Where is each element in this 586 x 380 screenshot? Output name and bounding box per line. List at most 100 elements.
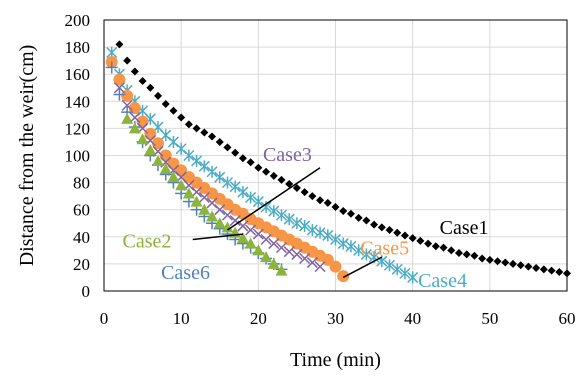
callout-lines: [192, 167, 383, 279]
y-tick-label: 100: [65, 147, 91, 166]
data-point: [269, 171, 278, 180]
data-point: [244, 237, 257, 249]
data-point: [354, 213, 363, 222]
y-tick-label: 180: [65, 38, 91, 57]
data-point: [177, 113, 186, 122]
data-point: [431, 242, 440, 251]
data-point: [105, 61, 118, 74]
data-point: [516, 261, 525, 270]
data-point: [470, 251, 479, 260]
grid: [103, 19, 568, 292]
data-point: [306, 257, 318, 269]
label-case5: Case5: [360, 237, 409, 259]
data-point: [152, 137, 165, 150]
data-point: [246, 158, 255, 167]
data-point: [191, 154, 203, 167]
data-point: [245, 224, 257, 236]
data-point: [123, 56, 132, 65]
y-tick-label: 40: [73, 228, 90, 247]
data-point: [167, 135, 179, 148]
data-point: [231, 148, 240, 157]
data-point: [291, 248, 303, 260]
data-point: [198, 191, 210, 204]
y-tick-label: 60: [73, 201, 90, 220]
data-point: [200, 128, 209, 137]
data-point: [314, 261, 326, 273]
x-tick-label: 0: [100, 309, 109, 328]
data-point: [169, 106, 178, 115]
data-point: [275, 264, 288, 276]
data-point: [300, 188, 309, 197]
data-point: [277, 175, 286, 184]
data-point: [283, 246, 295, 258]
data-point: [113, 82, 125, 94]
data-point: [136, 133, 149, 145]
callout-line: [227, 167, 321, 231]
data-point: [245, 191, 257, 204]
x-tick-label: 40: [404, 309, 421, 328]
tick-labels: 0 10 20 30 40 50 60 0 20 40 60 80 100 120 140 160 180 200: [65, 11, 576, 328]
data-point: [268, 238, 280, 250]
series-layer: [105, 40, 571, 284]
data-point: [391, 263, 403, 276]
data-point: [314, 226, 326, 239]
data-point: [192, 124, 201, 133]
data-point: [275, 209, 288, 222]
data-point: [223, 143, 232, 152]
data-point: [175, 142, 187, 155]
data-point: [337, 237, 349, 250]
data-point: [339, 207, 348, 216]
data-point: [252, 195, 264, 208]
y-tick-label: 140: [65, 92, 91, 111]
data-point: [183, 149, 195, 162]
data-point: [268, 205, 280, 218]
y-axis-title: Distance from the weir(cm): [16, 45, 38, 267]
data-point: [254, 163, 263, 172]
x-tick-label: 30: [327, 309, 344, 328]
data-point: [439, 243, 448, 252]
data-point: [238, 154, 247, 163]
data-point: [383, 259, 396, 272]
data-point: [198, 203, 211, 215]
data-point: [237, 186, 249, 199]
y-tick-label: 0: [82, 282, 91, 301]
data-point: [555, 268, 564, 277]
data-point: [308, 192, 317, 201]
data-point: [221, 221, 234, 233]
data-point: [292, 184, 301, 193]
x-tick-label: 60: [559, 309, 576, 328]
data-point: [316, 196, 325, 205]
data-point: [206, 165, 218, 178]
data-point: [262, 167, 271, 176]
data-point: [416, 236, 425, 245]
data-point: [524, 262, 533, 271]
data-point: [299, 219, 311, 232]
data-point: [130, 67, 139, 76]
data-point: [399, 267, 411, 280]
data-point: [493, 257, 502, 266]
data-point: [353, 244, 365, 257]
data-point: [385, 226, 394, 235]
data-point: [221, 176, 233, 189]
data-point: [508, 259, 517, 268]
data-point: [159, 163, 172, 175]
data-point: [331, 202, 340, 211]
data-point: [345, 240, 357, 253]
data-point: [283, 213, 295, 226]
data-point: [144, 127, 157, 140]
data-point: [260, 233, 272, 246]
data-point: [229, 215, 241, 227]
x-axis-title: Time (min): [290, 349, 381, 371]
data-point: [214, 171, 226, 184]
data-point: [447, 246, 456, 255]
data-point: [329, 260, 342, 273]
data-point: [260, 200, 272, 213]
data-point: [213, 217, 226, 229]
data-point: [377, 223, 386, 232]
x-tick-label: 10: [173, 309, 190, 328]
data-point: [138, 76, 147, 85]
label-case6: Case6: [161, 262, 210, 284]
data-point: [275, 242, 288, 254]
data-point: [346, 209, 355, 218]
